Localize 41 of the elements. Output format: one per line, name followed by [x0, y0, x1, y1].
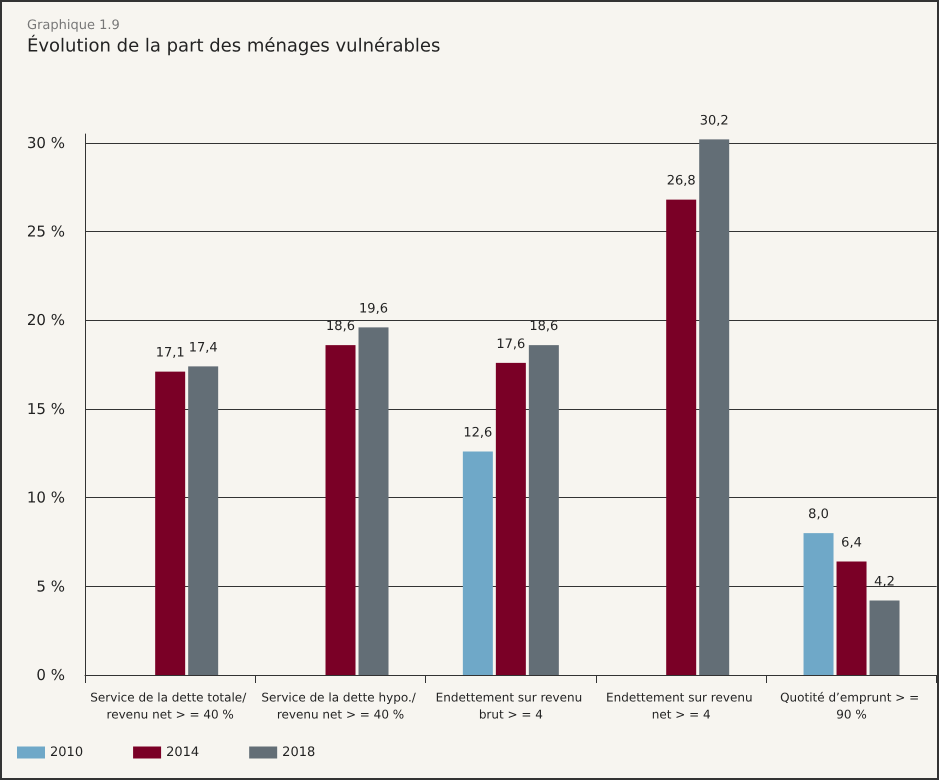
x-tick-label: Quotité d’emprunt > = 90 % [780, 690, 923, 722]
y-tick-label: 30 % [26, 134, 65, 152]
legend-label: 2010 [50, 745, 84, 760]
bar [358, 327, 389, 675]
data-label: 19,6 [359, 301, 388, 316]
data-label: 17,6 [496, 336, 526, 352]
x-tick-label: Service de la dette hypo./ revenu net > = 40 % [261, 690, 420, 722]
data-label: 18,6 [529, 319, 558, 334]
data-label: 17,4 [188, 340, 218, 356]
bar [528, 345, 559, 675]
y-tick-label: 5 % [36, 577, 65, 596]
legend-label: 2014 [166, 745, 200, 760]
bar [462, 452, 493, 675]
chart-subtitle: Graphique 1.9 [27, 18, 120, 33]
y-tick-label: 10 % [26, 488, 65, 507]
y-tick-label: 25 % [26, 222, 65, 241]
legend-label: 2018 [282, 745, 316, 760]
data-label: 30,2 [700, 113, 729, 128]
y-tick-label: 0 % [36, 666, 65, 684]
y-tick-label: 20 % [26, 311, 65, 330]
data-label: 4,2 [874, 574, 895, 590]
bar [155, 372, 186, 675]
data-label: 8,0 [808, 507, 829, 522]
bar [666, 200, 696, 675]
bar [188, 366, 218, 675]
x-tick-label: Endettement sur revenu brut > = 4 [436, 690, 586, 722]
data-label: 6,4 [841, 535, 862, 550]
bar [836, 561, 867, 675]
bar [496, 362, 526, 675]
bar [870, 600, 900, 675]
x-tick-label: Service de la dette totale/ revenu net > = 40 % [90, 690, 250, 722]
x-tick-label: Endettement sur revenu net > = 4 [606, 690, 756, 722]
y-tick-label: 15 % [26, 400, 65, 418]
data-label: 17,1 [156, 346, 185, 361]
bar [699, 139, 730, 675]
data-label: 18,6 [326, 319, 355, 334]
chart-title: Évolution de la part des ménages vulnérables [27, 34, 440, 56]
bar [326, 345, 356, 675]
data-label: 12,6 [463, 426, 492, 441]
data-label: 26,8 [666, 174, 696, 189]
bar [804, 533, 834, 675]
